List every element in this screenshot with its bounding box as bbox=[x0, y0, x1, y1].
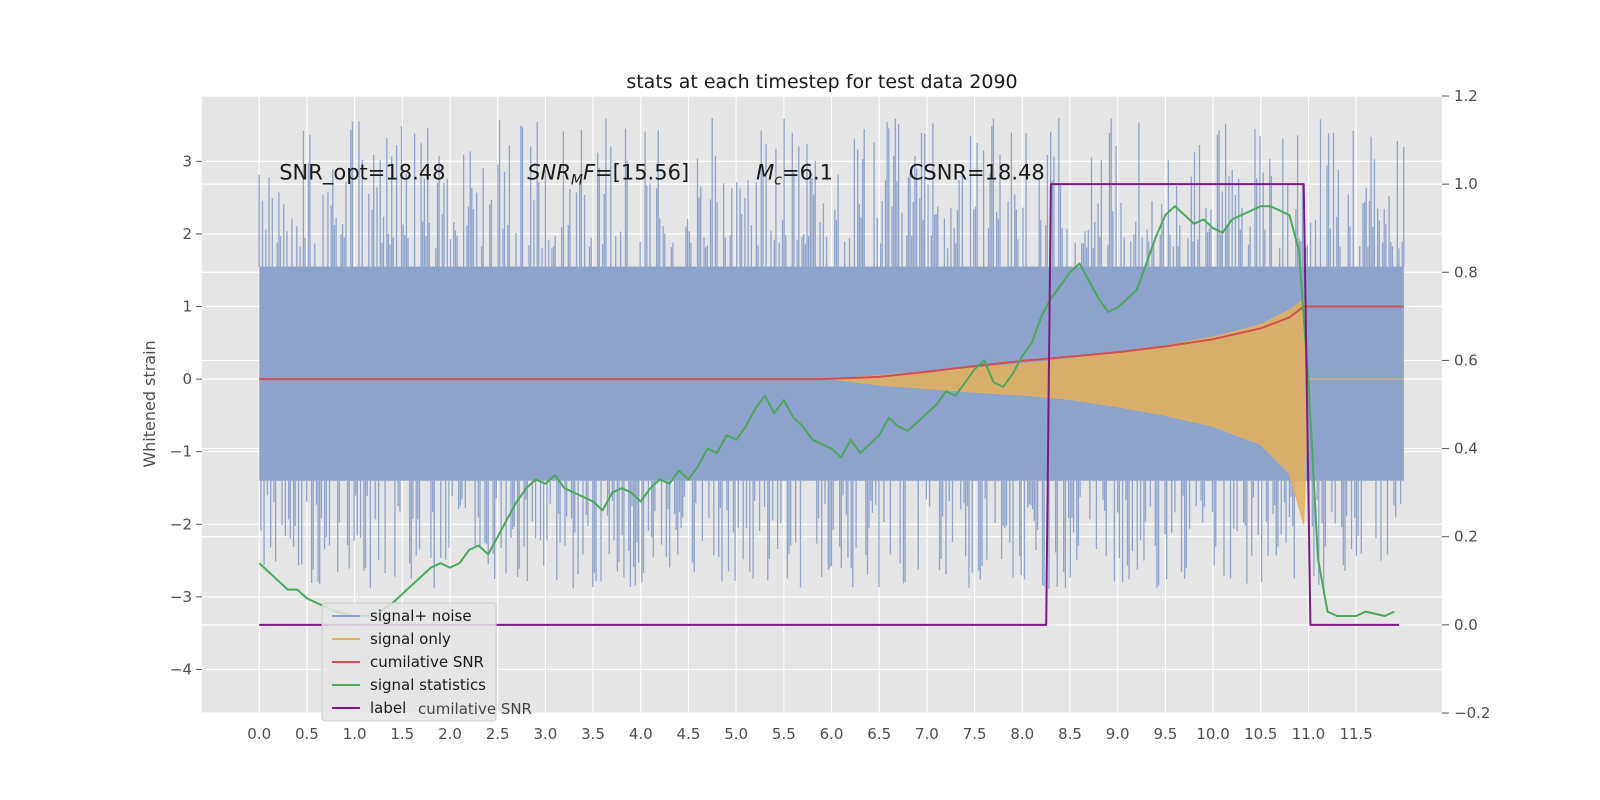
y-tick-label: −4 bbox=[170, 660, 192, 678]
annotation-3: Mc=6.1 bbox=[756, 160, 833, 188]
legend-entry: signal only bbox=[370, 630, 451, 648]
x-tick-label: 10.5 bbox=[1244, 725, 1277, 743]
y2-tick-label: 0.4 bbox=[1454, 440, 1478, 458]
y2-tick-label: 1.0 bbox=[1454, 175, 1478, 193]
cumulative-snr-line bbox=[259, 305, 1404, 381]
x-tick-label: 9.0 bbox=[1106, 725, 1130, 743]
y-tick-label: 1 bbox=[182, 298, 192, 316]
x-tick-label: 6.0 bbox=[820, 725, 844, 743]
x-tick-label: 2.0 bbox=[438, 725, 462, 743]
x-tick-labels: 0.0 0.5 1.0 1.5 2.0 2.5 3.0 3.5 4.0 4.5 5.0 5.5 6.0 6… bbox=[247, 725, 1373, 743]
x-tick-label: 6.5 bbox=[867, 725, 891, 743]
y-tick-labels: 3 2 1 0 −1 −2 −3 −4 bbox=[170, 152, 202, 678]
legend-entry: label bbox=[370, 699, 406, 717]
x-tick-label: 5.0 bbox=[724, 725, 748, 743]
x-tick-label: 3.5 bbox=[581, 725, 605, 743]
x-tick-label: 0.5 bbox=[295, 725, 319, 743]
label-line bbox=[259, 183, 1400, 626]
series-layer bbox=[258, 183, 1404, 626]
y2-tick-label: 0.0 bbox=[1454, 616, 1478, 634]
legend: cumilative SNR signal+ noise signal only cu… bbox=[321, 602, 532, 722]
y-axis-label: Whitened strain bbox=[140, 340, 159, 467]
chart-title: stats at each timestep for test data 209… bbox=[626, 71, 1017, 93]
y-tick-label: −1 bbox=[170, 443, 192, 461]
y2-tick-label: −0.2 bbox=[1454, 704, 1490, 722]
y-tick-label: −2 bbox=[170, 515, 192, 533]
x-tick-label: 8.5 bbox=[1058, 725, 1082, 743]
x-tick-label: 8.0 bbox=[1010, 725, 1034, 743]
signal-only-band bbox=[831, 298, 1404, 525]
y2-tick-label: 0.2 bbox=[1454, 528, 1478, 546]
legend-ghost-text: cumilative SNR bbox=[418, 700, 532, 718]
annotation-4: CSNR=18.48 bbox=[909, 160, 1045, 184]
annotations: SNR_opt=18.48 SNRMF=[15.56] Mc=6.1 CSNR=18.… bbox=[279, 160, 1045, 188]
y2-tick-label: 1.2 bbox=[1454, 87, 1478, 105]
annotation-2: SNRMF=[15.56] bbox=[527, 160, 689, 188]
y-tick-label: 2 bbox=[182, 225, 192, 243]
x-tick-label: 5.5 bbox=[772, 725, 796, 743]
x-tick-label: 4.5 bbox=[677, 725, 701, 743]
x-tick-label: 1.5 bbox=[390, 725, 414, 743]
y2-tick-label: 0.6 bbox=[1454, 351, 1478, 369]
legend-entry: cumilative SNR bbox=[370, 653, 484, 671]
x-tick-label: 11.5 bbox=[1339, 725, 1372, 743]
x-tick-label: 1.0 bbox=[343, 725, 367, 743]
signal-statistics-line bbox=[258, 205, 1395, 617]
y-tick-label: 3 bbox=[182, 152, 192, 170]
legend-entry: signal+ noise bbox=[370, 607, 472, 625]
x-tick-label: 4.0 bbox=[629, 725, 653, 743]
x-tick-label: 0.0 bbox=[247, 725, 271, 743]
x-tick-label: 3.0 bbox=[533, 725, 557, 743]
legend-box bbox=[321, 602, 497, 722]
x-tick-label: 10.0 bbox=[1196, 725, 1229, 743]
y2-tick-label: 0.8 bbox=[1454, 263, 1478, 281]
annotation-1: SNR_opt=18.48 bbox=[279, 160, 445, 185]
y2-tick-labels: 1.2 1.0 0.8 0.6 0.4 0.2 0.0 −0.2 bbox=[1442, 87, 1490, 722]
x-tick-label: 7.5 bbox=[963, 725, 987, 743]
x-tick-label: 7.0 bbox=[915, 725, 939, 743]
x-tick-label: 2.5 bbox=[486, 725, 510, 743]
y-tick-label: 0 bbox=[182, 370, 192, 388]
y-tick-label: −3 bbox=[170, 588, 192, 606]
legend-entry: signal statistics bbox=[370, 676, 486, 694]
noise-spikes bbox=[258, 118, 1405, 590]
x-tick-label: 11.0 bbox=[1292, 725, 1325, 743]
x-tick-label: 9.5 bbox=[1153, 725, 1177, 743]
